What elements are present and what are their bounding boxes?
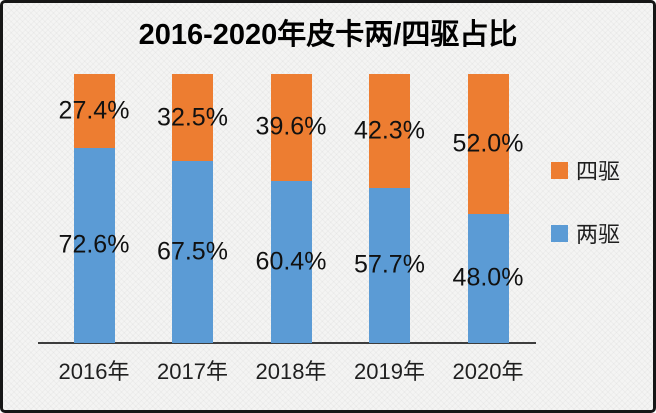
legend-swatch-2wd: [551, 224, 568, 242]
bar-segment-2wd: [73, 147, 115, 343]
legend-item-2wd: 两驱: [551, 217, 620, 249]
legend-label-4wd: 四驱: [576, 159, 621, 184]
x-axis-tick-label: 2016年: [58, 359, 130, 384]
bar-segment-4wd: [172, 74, 213, 162]
value-label-2wd: 57.7%: [354, 250, 425, 279]
bar-segment-4wd: [73, 74, 115, 148]
stacked-bar-2017年: [172, 74, 213, 343]
legend-item-4wd: 四驱: [551, 154, 620, 186]
x-axis-line: [38, 342, 536, 344]
legend-label-2wd: 两驱: [576, 222, 621, 247]
bar-segment-2wd: [369, 187, 410, 343]
bar-segment-4wd: [270, 74, 312, 181]
bar-segment-2wd: [467, 213, 509, 343]
value-label-4wd: 42.3%: [354, 116, 425, 145]
stacked-bar-2018年: [270, 74, 312, 343]
value-label-2wd: 72.6%: [58, 230, 130, 259]
chart-title: 2016-2020年皮卡两/四驱占比: [138, 19, 518, 51]
value-label-4wd: 39.6%: [255, 112, 327, 141]
bar-segment-2wd: [270, 180, 312, 343]
bar-segment-4wd: [369, 74, 410, 188]
stacked-bar-2019年: [369, 74, 410, 343]
stacked-bar-2020年: [467, 74, 509, 343]
value-label-4wd: 27.4%: [58, 96, 130, 125]
value-label-4wd: 52.0%: [452, 129, 524, 158]
value-label-2wd: 48.0%: [452, 263, 524, 292]
x-axis-tick-label: 2019年: [354, 359, 425, 384]
stacked-bar-2016年: [73, 74, 115, 343]
bar-segment-2wd: [172, 161, 213, 343]
x-axis-tick-label: 2017年: [157, 359, 228, 384]
bar-segment-4wd: [467, 74, 509, 214]
x-axis-tick-label: 2018年: [255, 359, 327, 384]
value-label-2wd: 67.5%: [157, 237, 228, 266]
legend-swatch-4wd: [551, 161, 568, 179]
value-label-4wd: 32.5%: [157, 103, 228, 132]
value-label-2wd: 60.4%: [255, 247, 327, 276]
x-axis-tick-label: 2020年: [452, 359, 524, 384]
